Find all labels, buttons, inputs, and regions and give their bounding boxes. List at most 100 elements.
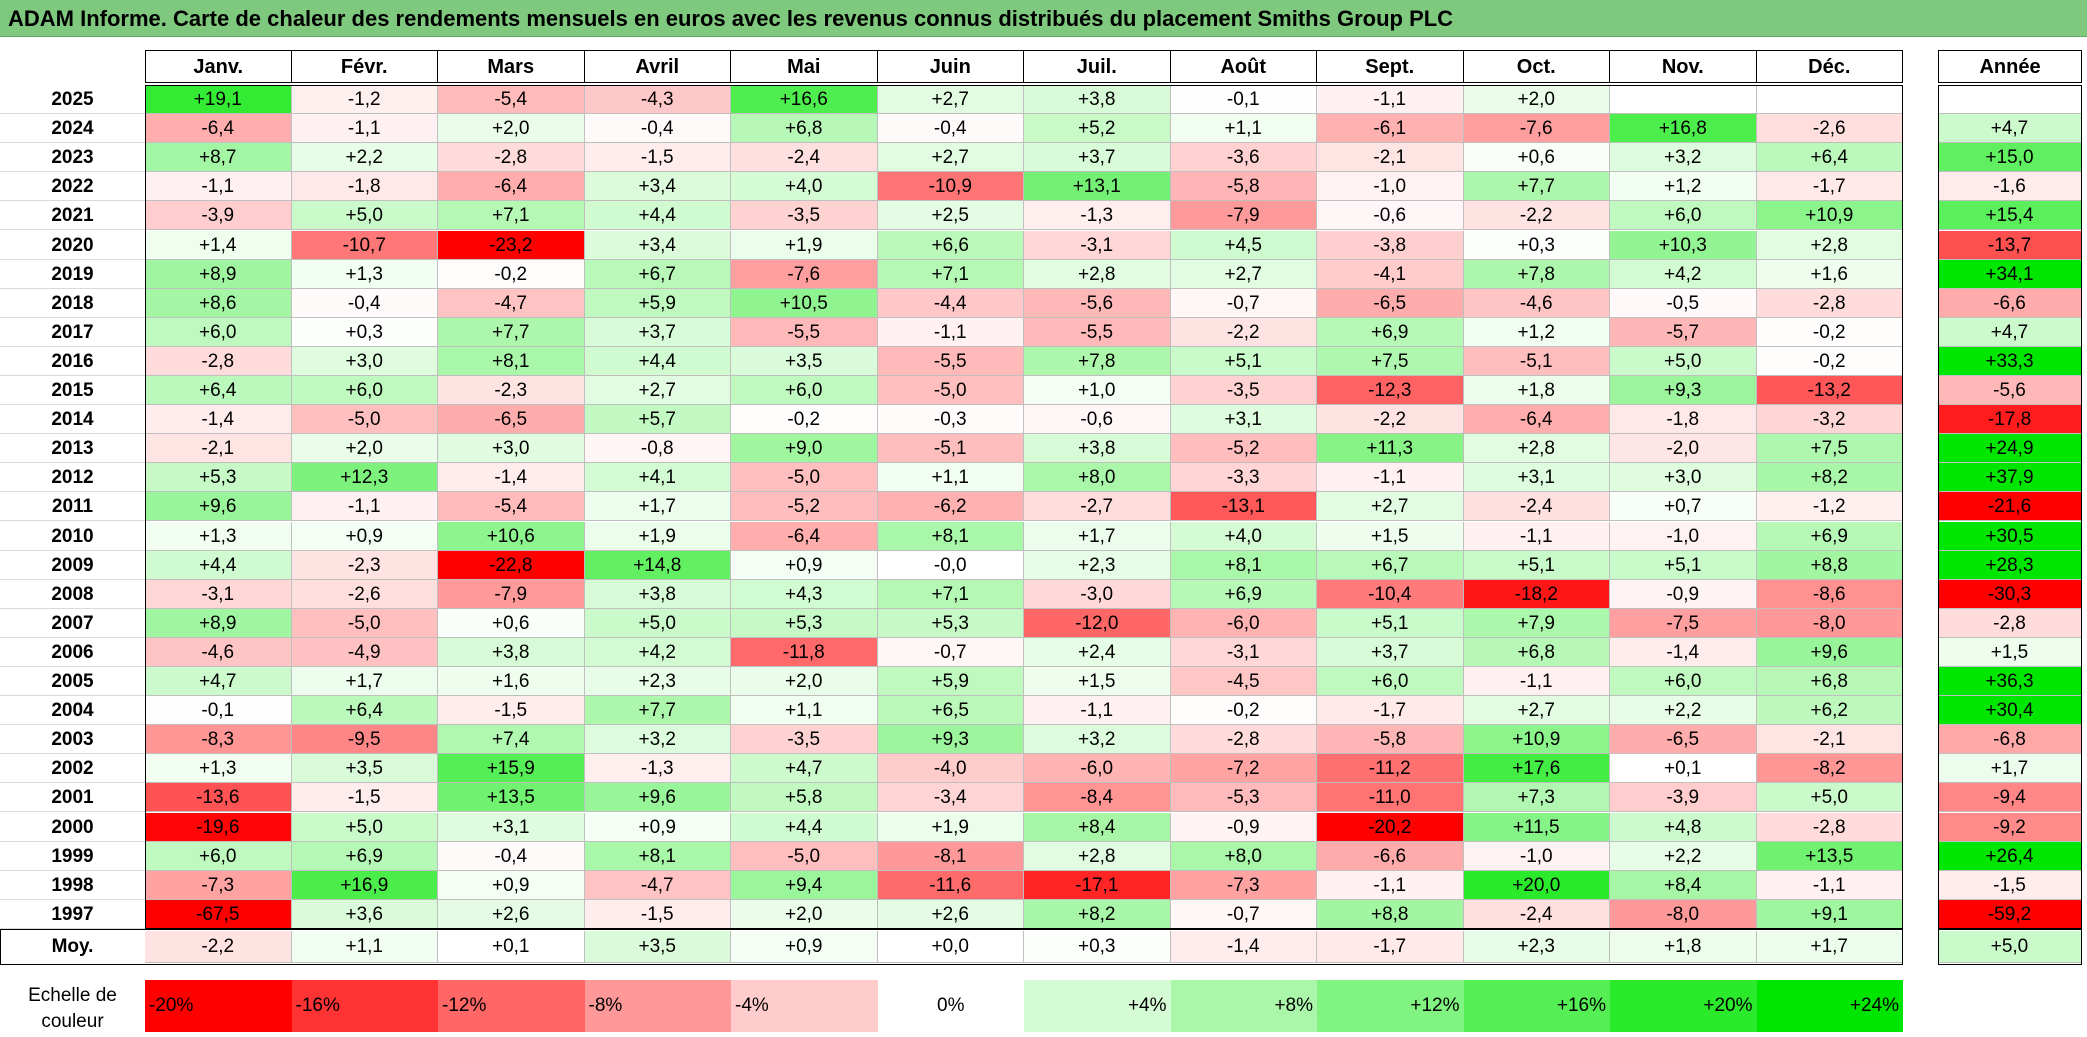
heatmap-cell: -0,1 [1170, 85, 1317, 115]
heatmap-cell: +4,4 [584, 346, 731, 376]
year-label: 2008 [0, 580, 145, 609]
heatmap-cell: +4,4 [731, 812, 878, 842]
year-label: 2000 [0, 813, 145, 842]
annual-cell: +30,4 [1938, 696, 2082, 726]
heatmap-cell: +5,9 [584, 288, 731, 318]
heatmap-cell: +6,7 [1317, 550, 1464, 580]
year-label: 2015 [0, 376, 145, 406]
heatmap-cell: -23,2 [438, 230, 585, 260]
annual-cell: -1,6 [1938, 172, 2082, 202]
heatmap-cell: +1,9 [731, 230, 878, 260]
heatmap-cell: -1,5 [438, 696, 585, 726]
heatmap-cell: +7,8 [1463, 259, 1610, 289]
heatmap-cell: -0,6 [1317, 201, 1464, 231]
heatmap-cell: -0,7 [1170, 899, 1317, 929]
heatmap-cell: +2,6 [438, 899, 585, 929]
month-header: Avril [584, 50, 731, 83]
heatmap-cell: +1,0 [1024, 376, 1171, 406]
heatmap-cell: +2,8 [1463, 434, 1610, 464]
heatmap-cell: -2,1 [1756, 725, 1903, 755]
heatmap-cell: +7,4 [438, 725, 585, 755]
heatmap-cell: +3,4 [584, 172, 731, 202]
heatmap-cell: +2,0 [291, 434, 438, 464]
heatmap-cell: +3,5 [291, 754, 438, 784]
heatmap-cell: -4,0 [877, 754, 1024, 784]
heatmap-cell: +0,1 [1610, 754, 1757, 784]
year-label: 2010 [0, 522, 145, 551]
heatmap-cell: +6,9 [1756, 521, 1903, 551]
annual-cell: +30,5 [1938, 521, 2082, 551]
heatmap-cell: +2,7 [1317, 492, 1464, 522]
heatmap-cell: +8,8 [1317, 899, 1464, 929]
heatmap-cell: -0,2 [438, 259, 585, 289]
heatmap-cell: +2,3 [1024, 550, 1171, 580]
heatmap-cell: +1,1 [1170, 114, 1317, 144]
heatmap-cell: +8,1 [877, 521, 1024, 551]
heatmap-cell: -2,2 [1317, 405, 1464, 435]
heatmap-cell: +5,2 [1024, 114, 1171, 144]
heatmap-cell: -8,1 [877, 841, 1024, 871]
heatmap-cell: +7,7 [1463, 172, 1610, 202]
heatmap-cell: -4,7 [438, 288, 585, 318]
heatmap-cell: -4,9 [291, 637, 438, 667]
heatmap-cell: +10,6 [438, 521, 585, 551]
heatmap-cell: +15,9 [438, 754, 585, 784]
heatmap-cell: -0,1 [145, 696, 292, 726]
heatmap-cell: -5,5 [1024, 317, 1171, 347]
heatmap-cell: +2,0 [1463, 85, 1610, 115]
heatmap-cell: +6,4 [1756, 143, 1903, 173]
color-scale-step: +4% [1024, 980, 1171, 1032]
heatmap-cell: +2,7 [1170, 259, 1317, 289]
heatmap-cell: +6,8 [1463, 637, 1610, 667]
average-cell: -1,7 [1317, 930, 1464, 963]
heatmap-cell: -10,4 [1317, 579, 1464, 609]
heatmap-cell: -1,7 [1317, 696, 1464, 726]
year-label: 2002 [0, 754, 145, 784]
heatmap-cell: -1,1 [1024, 696, 1171, 726]
heatmap-cell: -1,1 [1317, 85, 1464, 115]
heatmap-cell: +5,0 [1610, 346, 1757, 376]
annual-cell: +34,1 [1938, 259, 2082, 289]
heatmap-cell: +3,8 [1024, 85, 1171, 115]
heatmap-cell: +3,8 [1024, 434, 1171, 464]
heatmap-cell: +6,8 [731, 114, 878, 144]
heatmap-cell: -1,1 [291, 492, 438, 522]
heatmap-cell: +9,6 [1756, 637, 1903, 667]
heatmap-cell: +2,2 [1610, 841, 1757, 871]
heatmap-cell: -5,6 [1024, 288, 1171, 318]
annual-cell: +33,3 [1938, 346, 2082, 376]
heatmap-cell: -1,3 [584, 754, 731, 784]
month-header: Janv. [145, 50, 292, 83]
heatmap-cell: +1,9 [584, 521, 731, 551]
heatmap-cell: -6,4 [1463, 405, 1610, 435]
color-scale-label: Echelle de couleur [28, 985, 117, 1032]
heatmap-cell: +6,4 [291, 696, 438, 726]
year-label: 2020 [0, 231, 145, 260]
annual-cell: -6,6 [1938, 288, 2082, 318]
heatmap-cell: -2,8 [1756, 812, 1903, 842]
heatmap-cell: -6,5 [1610, 725, 1757, 755]
heatmap-cell: +0,6 [1463, 143, 1610, 173]
heatmap-cell: +6,9 [291, 841, 438, 871]
heatmap-cell: +4,2 [1610, 259, 1757, 289]
heatmap-cell: +2,0 [731, 899, 878, 929]
heatmap-cell: -2,8 [145, 346, 292, 376]
heatmap-cell: +1,2 [1610, 172, 1757, 202]
year-label: 2021 [0, 201, 145, 231]
heatmap-cell: -2,4 [1463, 899, 1610, 929]
heatmap-cell: -1,1 [1463, 667, 1610, 697]
heatmap-cell: +8,8 [1756, 550, 1903, 580]
heatmap-cell: -5,5 [877, 346, 1024, 376]
heatmap-cell: +3,7 [1317, 637, 1464, 667]
heatmap-cell: -20,2 [1317, 812, 1464, 842]
heatmap-cell: -1,5 [584, 143, 731, 173]
heatmap-cell: -5,8 [1170, 172, 1317, 202]
average-cell: +0,9 [731, 930, 878, 963]
heatmap-cell: -2,1 [145, 434, 292, 464]
heatmap-cell: -2,3 [291, 550, 438, 580]
color-scale-step: -20% [145, 980, 292, 1032]
heatmap-cell: -1,1 [877, 317, 1024, 347]
heatmap-cell: -5,4 [438, 85, 585, 115]
heatmap-cell: -13,6 [145, 783, 292, 813]
heatmap-cell: +5,0 [291, 812, 438, 842]
